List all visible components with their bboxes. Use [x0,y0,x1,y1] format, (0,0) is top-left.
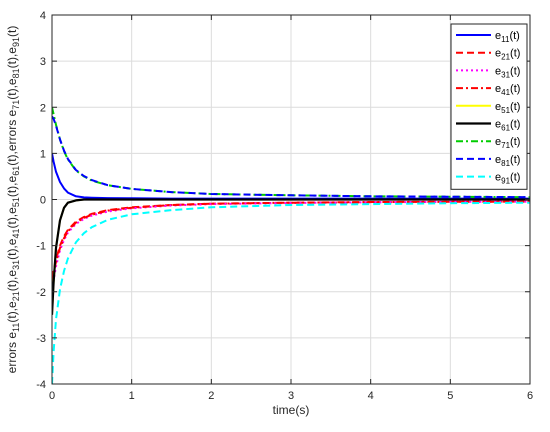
y-tick-label: -2 [36,287,46,299]
x-tick-label: 6 [527,390,533,402]
y-tick-label: 2 [40,102,46,114]
y-tick-label: 4 [40,10,46,22]
legend-label: e21(t) [495,48,520,62]
series-lines [52,107,530,384]
x-tick-label: 1 [129,390,135,402]
x-tick-label: 2 [208,390,214,402]
legend-label: e51(t) [495,101,520,115]
legend-label: e11(t) [495,30,520,44]
series-line-9 [52,201,530,384]
legend: e11(t) e21(t) e31(t) e41(t) e51(t) e61(t) e71(… [450,23,528,190]
series-line-8 [52,115,530,199]
x-tick-label: 3 [288,390,294,402]
legend-label: e41(t) [495,83,520,97]
y-tick-label: -1 [36,241,46,253]
legend-label: e81(t) [495,154,520,168]
legend-label: e31(t) [495,65,520,79]
y-tick-label: 0 [40,195,46,207]
y-tick-label: -4 [36,379,46,391]
x-tick-label: 4 [368,390,374,402]
legend-label: e71(t) [495,136,520,150]
axis-ticks: 0 1 2 3 4 5 6 -4 -3 -2 -1 0 1 2 3 4 [36,10,533,402]
series-line-6 [52,198,530,315]
legend-label: e91(t) [495,172,520,186]
x-tick-label: 5 [447,390,453,402]
series-line-4 [52,200,530,283]
x-tick-label: 0 [49,390,55,402]
y-tick-label: -3 [36,333,46,345]
y-tick-label: 3 [40,56,46,68]
y-axis-label: errors e11(t),e21(t),e31(t),e41(t),e51(t… [5,26,21,374]
series-line-3 [52,200,530,292]
legend-label: e61(t) [495,119,520,133]
y-tick-label: 1 [40,148,46,160]
x-axis-label: time(s) [273,403,310,417]
